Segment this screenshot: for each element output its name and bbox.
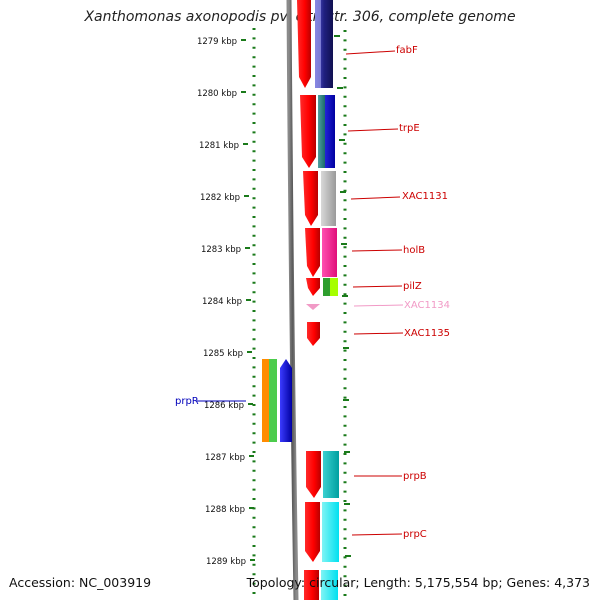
gene-label: XAC1134: [404, 300, 450, 311]
gene-holB-cds: [305, 228, 320, 277]
ruler-label: 1281 kbp: [199, 141, 239, 151]
kbp-ruler: 1279 kbp 1280 kbp 1281 kbp 1282 kbp 1283…: [197, 37, 255, 567]
gene-XAC1131-cds: [303, 171, 318, 226]
ruler-label: 1289 kbp: [206, 557, 246, 567]
gene-pilZ-cds: [306, 278, 320, 296]
XAC1131-feature-bar: [321, 171, 336, 226]
gene-prpB-cds: [306, 451, 321, 498]
fabF-feature-bar-light: [315, 0, 321, 88]
gene-labels[interactable]: fabF trpE XAC1131 holB pilZ XAC1134 XAC1…: [175, 45, 450, 540]
gene-prpC-cds: [305, 502, 320, 562]
gene-label: prpC: [403, 529, 427, 540]
gene-leader-lines: [197, 50, 404, 536]
ruler-label: 1282 kbp: [200, 193, 240, 203]
topology-text: Topology: circular; Length: 5,175,554 bp…: [246, 575, 590, 590]
ruler-label: 1286 kbp: [204, 401, 244, 411]
gene-prpR-cds: [280, 359, 292, 442]
gene-XAC1134-cds: [306, 304, 320, 310]
gene-label: XAC1135: [404, 328, 450, 339]
pilZ-feature-bar-lime: [330, 278, 338, 296]
right-ruler-ticks: [334, 35, 351, 557]
ruler-label: 1287 kbp: [205, 453, 245, 463]
trpE-feature-bar-teal: [318, 95, 325, 168]
prpR-feature-bar-green: [269, 359, 277, 442]
genome-backbone: [286, 0, 299, 600]
reverse-strand-genes[interactable]: [262, 359, 292, 442]
gene-label: trpE: [399, 123, 420, 134]
gene-label: XAC1131: [402, 191, 448, 202]
holB-feature-bar: [322, 228, 337, 277]
gene-label: pilZ: [403, 281, 422, 292]
ruler-label: 1283 kbp: [201, 245, 241, 255]
prpR-feature-bar-orange: [262, 359, 269, 442]
accession-text: Accession: NC_003919: [9, 575, 152, 590]
gene-next-cds: [304, 570, 319, 600]
gene-label: holB: [403, 245, 425, 256]
forward-strand-genes[interactable]: [297, 0, 321, 600]
feature-color-bars[interactable]: [315, 0, 339, 600]
ruler-label: 1280 kbp: [197, 89, 237, 99]
gene-label: prpB: [403, 471, 427, 482]
gene-label: prpR: [175, 396, 199, 407]
ruler-label: 1288 kbp: [205, 505, 245, 515]
gene-XAC1135-cds: [307, 322, 320, 346]
gene-trpE-cds: [300, 95, 316, 168]
ruler-label: 1285 kbp: [203, 349, 243, 359]
ruler-label: 1284 kbp: [202, 297, 242, 307]
pilZ-feature-bar-green: [323, 278, 330, 296]
gene-fabF-cds: [297, 0, 311, 88]
ruler-label: 1279 kbp: [197, 37, 237, 47]
next-feature-bar: [321, 570, 338, 600]
prpB-feature-bar: [323, 451, 339, 498]
gene-label: fabF: [396, 45, 418, 56]
prpC-feature-bar: [322, 502, 339, 562]
